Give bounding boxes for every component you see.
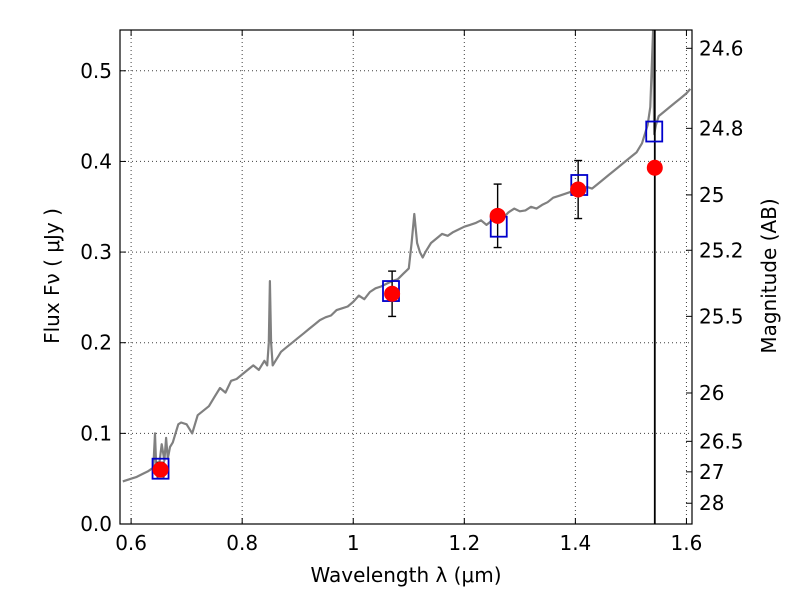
tick-layer [120, 30, 692, 525]
spectrum-line [122, 30, 692, 483]
x-tick-label: 1 [347, 531, 360, 555]
observed-photometry-point [152, 461, 169, 478]
observed-photometry-point [570, 181, 587, 198]
observed-photometry-point [489, 207, 506, 224]
right-axis-label: Magnitude (AB) [757, 198, 781, 353]
observed-photometry-layer [152, 159, 663, 478]
y-tick-labels: 0.0 0.1 0.2 0.3 0.4 0.5 [80, 59, 112, 536]
mag-tick-label: 28 [699, 491, 724, 515]
model-photometry-layer [151, 120, 664, 480]
mag-tick-label: 25 [699, 183, 724, 207]
magnitude-tick-labels: 24.6 24.8 25 25.2 25.5 26 26.5 27 28 [699, 36, 744, 515]
grid [120, 30, 692, 525]
errorbar-layer [156, 159, 583, 478]
mag-tick-label: 25.5 [699, 304, 744, 328]
x-tick-label: 1.6 [671, 531, 703, 555]
y-axis-label: Flux Fν ( μJy ) [40, 208, 64, 344]
x-tick-label: 1.2 [448, 531, 480, 555]
spectrum-layer [122, 30, 692, 483]
x-axis-label: Wavelength λ (μm) [310, 563, 501, 587]
y-tick-label: 0.4 [80, 149, 112, 173]
mag-tick-label: 25.2 [699, 238, 744, 262]
y-tick-label: 0.2 [80, 331, 112, 355]
observed-photometry-point [646, 159, 663, 176]
y-tick-label: 0.5 [80, 59, 112, 83]
model-photometry-square [151, 457, 170, 480]
y-tick-label: 0.3 [80, 240, 112, 264]
mag-tick-label: 24.6 [699, 36, 744, 60]
mag-tick-label: 26.5 [699, 429, 744, 453]
mag-tick-label: 26 [699, 381, 724, 405]
observed-photometry-point [384, 285, 401, 302]
x-tick-label: 0.8 [226, 531, 258, 555]
y-tick-label: 0.1 [80, 421, 112, 445]
y-tick-label: 0.0 [80, 512, 112, 536]
plot-frame [119, 29, 693, 525]
model-photometry-square [645, 120, 664, 143]
x-tick-label: 1.4 [559, 531, 591, 555]
x-tick-labels: 0.6 0.8 1 1.2 1.4 1.6 [115, 531, 702, 555]
mag-tick-label: 27 [699, 460, 724, 484]
mag-tick-label: 24.8 [699, 116, 744, 140]
x-tick-label: 0.6 [115, 531, 147, 555]
